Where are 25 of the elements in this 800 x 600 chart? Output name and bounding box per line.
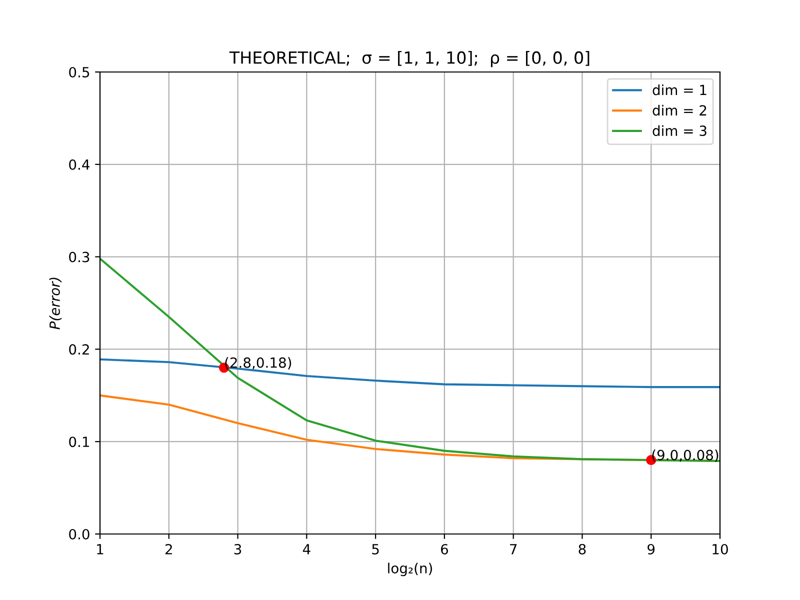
annotation: (9.0,0.08) bbox=[652, 450, 718, 462]
x-axis-title: log₂(n) bbox=[388, 562, 432, 576]
chart-title: THEORETICAL; σ = [1, 1, 10]; ρ = [0, 0, 0] bbox=[229, 51, 590, 68]
x-tick-label: 10 bbox=[712, 544, 728, 554]
y-tick-label: 0.3 bbox=[69, 252, 90, 262]
y-axis-title: P(error) bbox=[49, 278, 62, 330]
x-tick-label: 6 bbox=[440, 544, 448, 554]
legend-label: dim = 1 bbox=[652, 84, 706, 96]
line-series bbox=[100, 358, 720, 388]
legend-label: dim = 2 bbox=[652, 104, 706, 116]
y-tick-label: 0.5 bbox=[69, 66, 90, 78]
y-tick-label: 0.0 bbox=[69, 528, 90, 540]
y-tick-label: 0.1 bbox=[69, 436, 89, 448]
x-tick-label: 8 bbox=[578, 544, 586, 554]
legend-label: dim = 3 bbox=[652, 125, 706, 136]
x-tick-label: 7 bbox=[510, 544, 517, 554]
y-tick-label: 0.2 bbox=[69, 344, 89, 355]
x-tick-label: 9 bbox=[648, 544, 655, 554]
x-tick-label: 4 bbox=[302, 544, 310, 554]
x-tick-label: 2 bbox=[165, 544, 172, 554]
annotation: (2.8,0.18) bbox=[225, 357, 292, 370]
x-tick-label: 3 bbox=[234, 544, 242, 554]
x-tick-label: 1 bbox=[97, 544, 104, 554]
y-tick-label: 0.4 bbox=[69, 159, 90, 170]
x-tick-label: 5 bbox=[372, 544, 379, 554]
